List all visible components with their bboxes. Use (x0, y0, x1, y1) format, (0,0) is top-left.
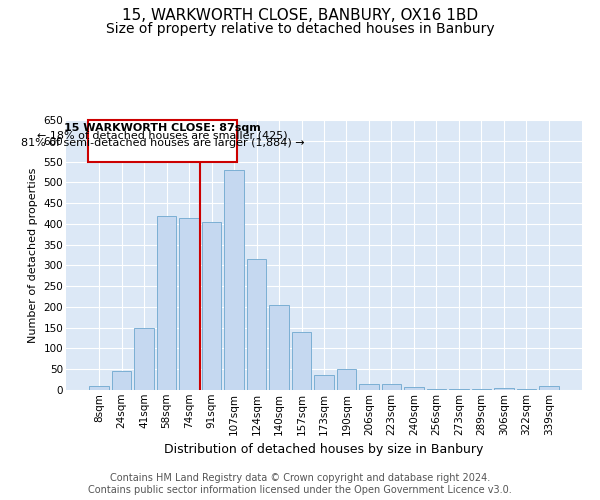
Bar (427, 389, 446, 390)
X-axis label: Distribution of detached houses by size in Banbury: Distribution of detached houses by size … (164, 443, 484, 456)
Bar (404, 386, 424, 390)
Bar (269, 305, 289, 390)
Bar (224, 170, 244, 390)
Bar (247, 259, 266, 390)
Text: Contains HM Land Registry data © Crown copyright and database right 2024.
Contai: Contains HM Land Registry data © Crown c… (88, 474, 512, 495)
Bar (292, 332, 311, 390)
Bar (517, 389, 536, 390)
Bar (449, 389, 469, 390)
Bar (112, 372, 131, 390)
Bar (179, 218, 199, 390)
Bar (314, 376, 334, 390)
FancyBboxPatch shape (88, 120, 238, 162)
Y-axis label: Number of detached properties: Number of detached properties (28, 168, 38, 342)
Bar (202, 222, 221, 390)
Text: ← 18% of detached houses are smaller (425): ← 18% of detached houses are smaller (42… (37, 131, 288, 141)
Bar (472, 389, 491, 390)
Text: 81% of semi-detached houses are larger (1,884) →: 81% of semi-detached houses are larger (… (21, 138, 304, 148)
Text: 15, WARKWORTH CLOSE, BANBURY, OX16 1BD: 15, WARKWORTH CLOSE, BANBURY, OX16 1BD (122, 8, 478, 22)
Bar (359, 384, 379, 390)
Text: Size of property relative to detached houses in Banbury: Size of property relative to detached ho… (106, 22, 494, 36)
Bar (157, 216, 176, 390)
Bar (539, 386, 559, 390)
Bar (89, 386, 109, 390)
Text: 15 WARKWORTH CLOSE: 87sqm: 15 WARKWORTH CLOSE: 87sqm (64, 123, 261, 133)
Bar (494, 388, 514, 390)
Bar (337, 369, 356, 390)
Bar (382, 384, 401, 390)
Bar (134, 328, 154, 390)
